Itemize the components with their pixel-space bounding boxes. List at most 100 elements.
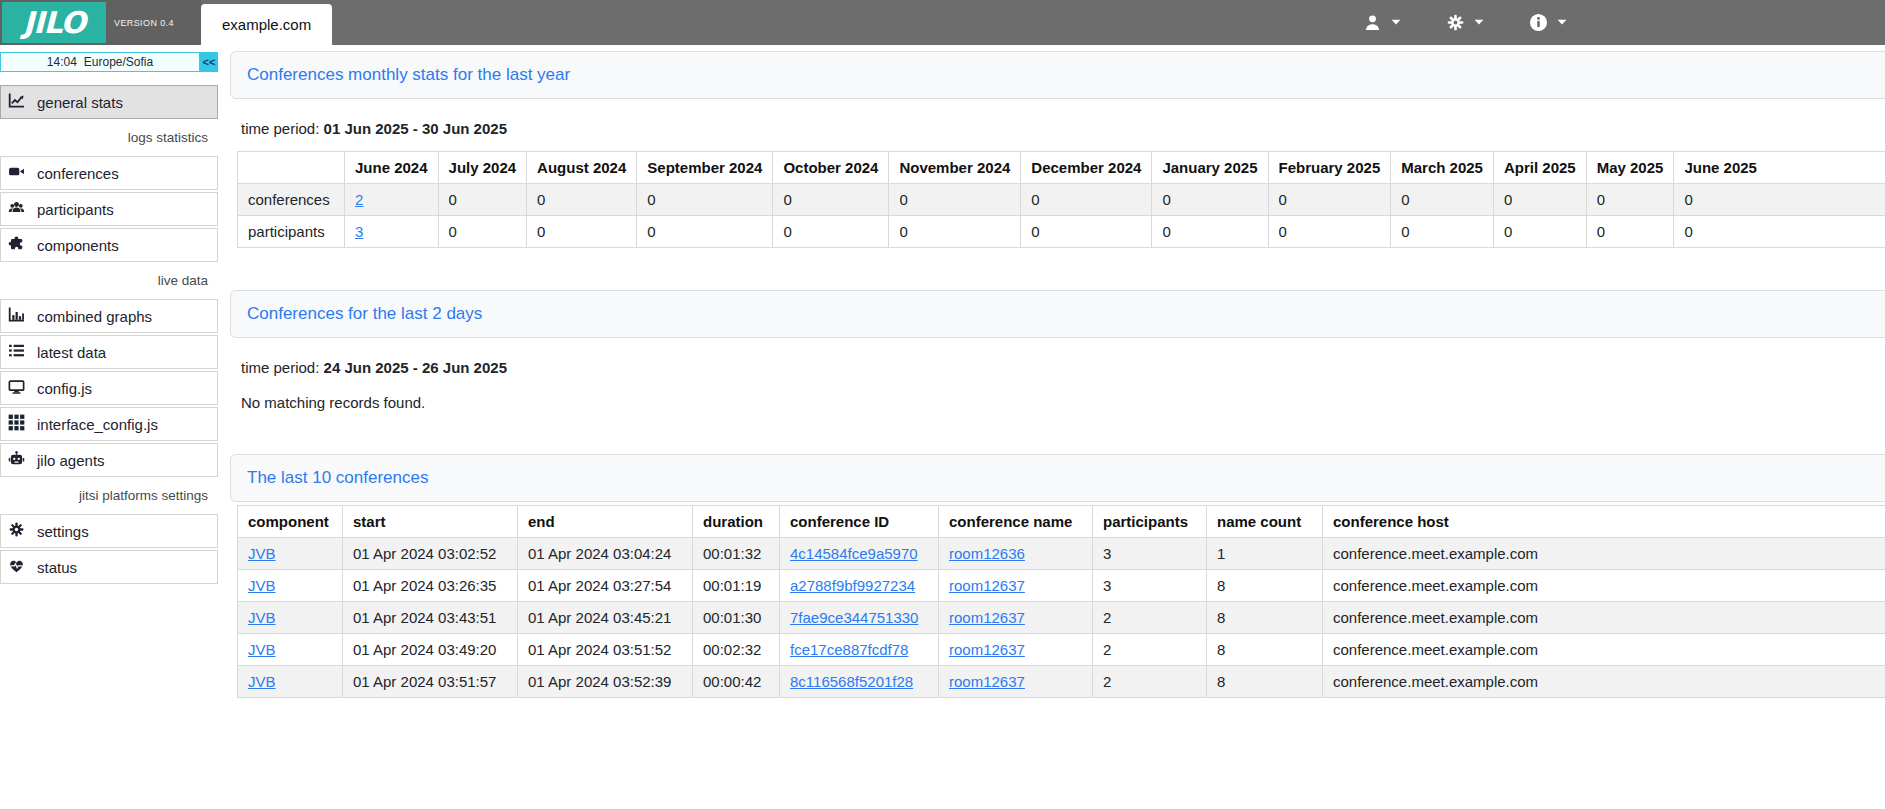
table-cell: 0: [1152, 216, 1268, 248]
sidebar-item-participants[interactable]: participants: [0, 192, 218, 226]
link-jvb[interactable]: JVB: [248, 641, 276, 658]
link-jvb[interactable]: JVB: [248, 545, 276, 562]
table-cell: 0: [438, 184, 527, 216]
table-cell: 01 Apr 2024 03:51:57: [343, 666, 518, 698]
sidebar-section-label-live-data: live data: [0, 273, 218, 288]
table-cell: JVB: [238, 602, 343, 634]
link-8c116568f5201f28[interactable]: 8c116568f5201f28: [790, 673, 913, 690]
link-fce17ce887fcdf78[interactable]: fce17ce887fcdf78: [790, 641, 908, 658]
column-header-january-2025: January 2025: [1152, 152, 1268, 184]
sidebar-section-label-jitsi-platforms-settings: jitsi platforms settings: [0, 488, 218, 503]
table-cell: 2: [1093, 634, 1207, 666]
table-cell: conferences: [238, 184, 345, 216]
user-menu[interactable]: [1363, 13, 1401, 32]
link-3[interactable]: 3: [355, 223, 363, 240]
column-header-component: component: [238, 506, 343, 538]
column-header-november-2024: November 2024: [889, 152, 1021, 184]
table-cell: 0: [889, 184, 1021, 216]
video-camera-icon: [8, 163, 25, 183]
clock-display: 14:04 Europe/Sofia: [0, 52, 200, 72]
link-jvb[interactable]: JVB: [248, 609, 276, 626]
link-4c14584fce9a5970[interactable]: 4c14584fce9a5970: [790, 545, 918, 562]
info-menu[interactable]: [1529, 13, 1567, 32]
column-header: [238, 152, 345, 184]
sidebar-item-jilo-agents[interactable]: jilo agents: [0, 443, 218, 477]
table-row: participants3000000000000: [238, 216, 1885, 248]
version-label: VERSION 0.4: [114, 18, 174, 28]
table-cell: 2: [1093, 602, 1207, 634]
robot-icon: [8, 450, 25, 470]
table-cell: 0: [1586, 184, 1674, 216]
table-cell: conference.meet.example.com: [1323, 666, 1885, 698]
link-room12636[interactable]: room12636: [949, 545, 1025, 562]
column-header-start: start: [343, 506, 518, 538]
link-jvb[interactable]: JVB: [248, 673, 276, 690]
sidebar-item-combined-graphs[interactable]: combined graphs: [0, 299, 218, 333]
link-room12637[interactable]: room12637: [949, 577, 1025, 594]
sidebar-item-components[interactable]: components: [0, 228, 218, 262]
clock-timezone: Europe/Sofia: [84, 55, 153, 69]
table-row: conferences2000000000000: [238, 184, 1885, 216]
table-cell: 3: [1093, 570, 1207, 602]
caret-down-icon: [1391, 19, 1401, 26]
topbar: JILO VERSION 0.4 example.com: [0, 0, 1885, 45]
sidebar-item-conferences[interactable]: conferences: [0, 156, 218, 190]
last-conferences-table: componentstartenddurationconference IDco…: [237, 505, 1885, 698]
section-title: The last 10 conferences: [247, 468, 428, 487]
tab-example-com[interactable]: example.com: [201, 4, 332, 45]
link-jvb[interactable]: JVB: [248, 577, 276, 594]
section-title: Conferences for the last 2 days: [247, 304, 482, 323]
sidebar: 14:04 Europe/Sofia << general statslogs …: [0, 45, 218, 586]
column-header-end: end: [518, 506, 693, 538]
table-cell: 0: [1391, 216, 1494, 248]
table-cell: JVB: [238, 570, 343, 602]
link-room12637[interactable]: room12637: [949, 641, 1025, 658]
table-cell: JVB: [238, 634, 343, 666]
sidebar-item-label: participants: [37, 201, 114, 218]
link-7fae9ce344751330[interactable]: 7fae9ce344751330: [790, 609, 918, 626]
sidebar-item-settings[interactable]: settings: [0, 514, 218, 548]
sidebar-item-latest-data[interactable]: latest data: [0, 335, 218, 369]
table-cell: 8c116568f5201f28: [780, 666, 939, 698]
sidebar-item-label: jilo agents: [37, 452, 105, 469]
table-cell: room12636: [939, 538, 1093, 570]
table-cell: room12637: [939, 602, 1093, 634]
sidebar-collapse-button[interactable]: <<: [200, 52, 218, 72]
table-cell: 0: [773, 216, 889, 248]
section-heading-last-2-days: Conferences for the last 2 days: [230, 290, 1885, 338]
sidebar-item-status[interactable]: status: [0, 550, 218, 584]
clock-bar: 14:04 Europe/Sofia <<: [0, 52, 218, 72]
gear-icon: [8, 521, 25, 541]
sidebar-item-label: latest data: [37, 344, 106, 361]
caret-down-icon: [1557, 19, 1567, 26]
column-header-june-2024: June 2024: [345, 152, 439, 184]
table-cell: 2: [345, 184, 439, 216]
table-cell: conference.meet.example.com: [1323, 538, 1885, 570]
link-room12637[interactable]: room12637: [949, 673, 1025, 690]
table-cell: fce17ce887fcdf78: [780, 634, 939, 666]
table-cell: 00:02:32: [693, 634, 780, 666]
section-heading-monthly-stats: Conferences monthly stats for the last y…: [230, 51, 1885, 99]
table-cell: participants: [238, 216, 345, 248]
table-cell: 8: [1207, 602, 1323, 634]
sidebar-item-label: components: [37, 237, 119, 254]
table-cell: 0: [438, 216, 527, 248]
sidebar-item-label: settings: [37, 523, 89, 540]
table-cell: 01 Apr 2024 03:51:52: [518, 634, 693, 666]
list-icon: [8, 342, 25, 362]
table-cell: 0: [1268, 184, 1391, 216]
platform-menu[interactable]: [1446, 13, 1484, 32]
link-a2788f9bf9927234[interactable]: a2788f9bf9927234: [790, 577, 915, 594]
table-cell: 0: [1674, 184, 1885, 216]
table-cell: JVB: [238, 666, 343, 698]
column-header-december-2024: December 2024: [1021, 152, 1152, 184]
link-room12637[interactable]: room12637: [949, 609, 1025, 626]
link-2[interactable]: 2: [355, 191, 363, 208]
sidebar-item-label: interface_config.js: [37, 416, 158, 433]
sidebar-item-interface-config-js[interactable]: interface_config.js: [0, 407, 218, 441]
table-cell: 00:01:30: [693, 602, 780, 634]
sidebar-item-config-js[interactable]: config.js: [0, 371, 218, 405]
sidebar-item-general-stats[interactable]: general stats: [0, 85, 218, 119]
table-cell: 0: [1586, 216, 1674, 248]
column-header-july-2024: July 2024: [438, 152, 527, 184]
